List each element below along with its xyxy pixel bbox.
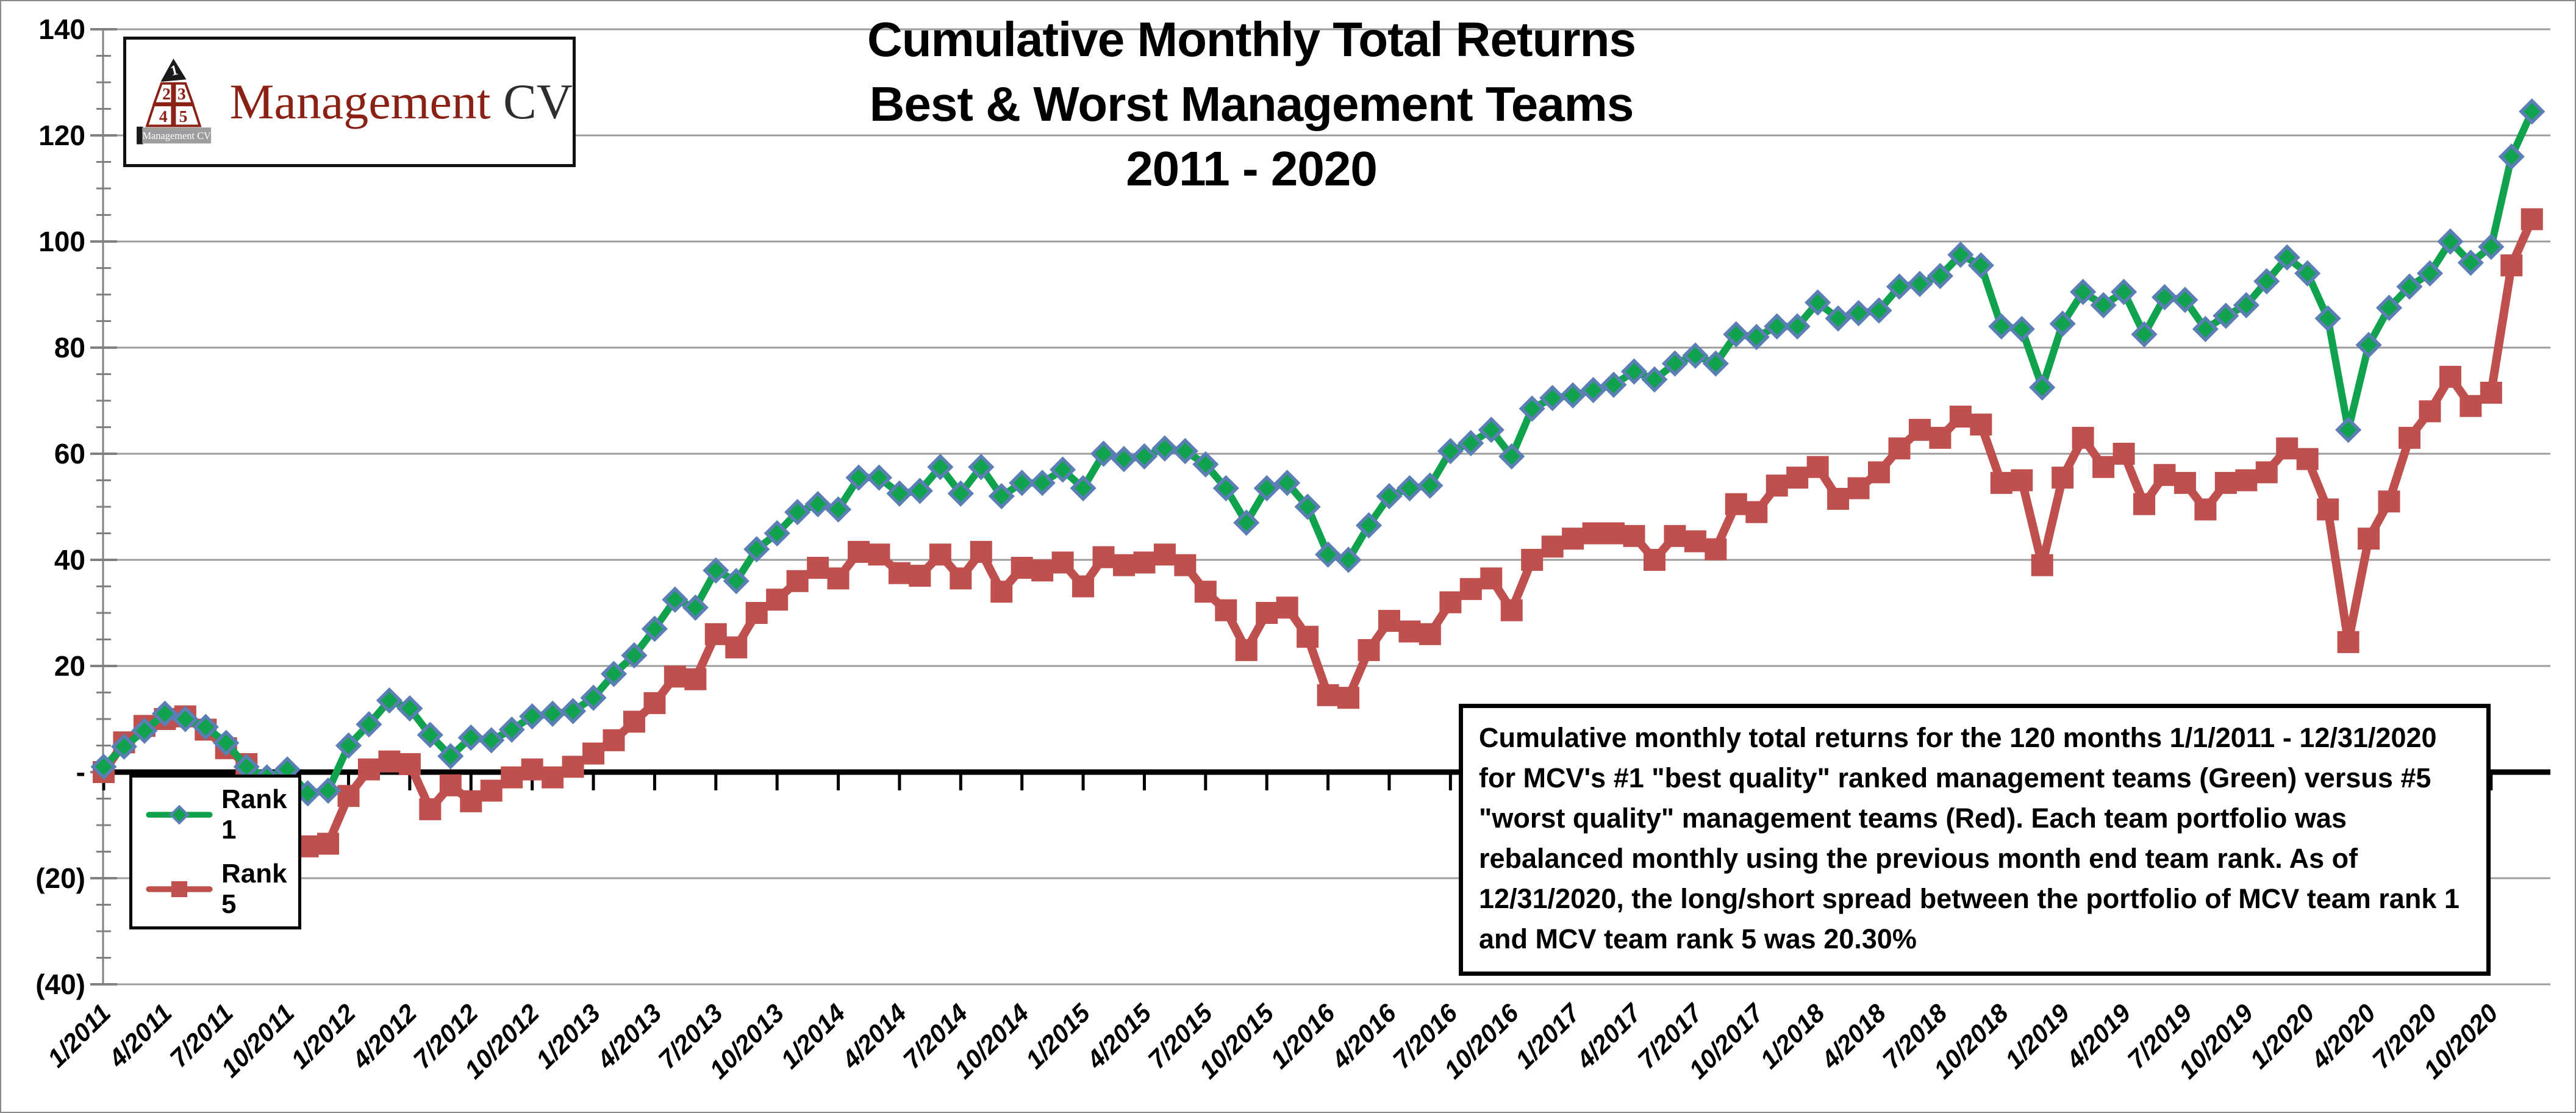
svg-text:1/2012: 1/2012: [285, 998, 361, 1074]
svg-text:(20): (20): [35, 862, 85, 894]
svg-text:4/2020: 4/2020: [2305, 998, 2381, 1075]
logo-wordmark-management: Management: [229, 74, 491, 129]
svg-text:2: 2: [162, 84, 171, 103]
logo-pyramid-icon: 1 2 3 4 5 Management CV: [137, 59, 212, 145]
svg-text:120: 120: [38, 120, 85, 151]
svg-text:4/2014: 4/2014: [836, 998, 912, 1075]
svg-text:100: 100: [38, 226, 85, 257]
svg-text:80: 80: [54, 332, 85, 363]
svg-text:1/2016: 1/2016: [1265, 998, 1341, 1075]
legend: Rank 1 Rank 5: [129, 775, 301, 929]
svg-text:140: 140: [38, 13, 85, 45]
rank5-line-marker-icon: [146, 881, 213, 898]
svg-text:4/2013: 4/2013: [591, 998, 667, 1075]
pyramid-top-1: [160, 59, 187, 82]
svg-text:60: 60: [54, 438, 85, 470]
svg-text:40: 40: [54, 544, 85, 576]
legend-entry-rank5: Rank 5: [146, 859, 298, 920]
svg-text:1/2017: 1/2017: [1509, 998, 1586, 1074]
chart-title-line3: 2011 - 2020: [1126, 141, 1378, 196]
svg-text:4/2019: 4/2019: [2060, 998, 2136, 1075]
svg-text:4/2017: 4/2017: [1570, 998, 1647, 1075]
svg-text:1/2015: 1/2015: [1020, 998, 1096, 1075]
chart-title-line2: Best & Worst Management Teams: [869, 77, 1634, 131]
logo-banner-text: Management CV: [142, 130, 211, 141]
svg-text:4/2011: 4/2011: [102, 998, 177, 1073]
svg-text:4/2018: 4/2018: [1816, 998, 1892, 1075]
legend-entry-rank1: Rank 1: [146, 784, 298, 845]
chart-title-line1: Cumulative Monthly Total Returns: [867, 12, 1636, 66]
svg-text:20: 20: [54, 650, 85, 682]
svg-text:1/2011: 1/2011: [41, 998, 116, 1073]
logo-wordmark: Management CV: [230, 73, 573, 131]
svg-text:1/2020: 1/2020: [2244, 998, 2320, 1074]
legend-label-rank5: Rank 5: [221, 859, 287, 919]
svg-text:1/2018: 1/2018: [1755, 998, 1831, 1075]
svg-text:4/2015: 4/2015: [1081, 998, 1157, 1075]
svg-text:4/2012: 4/2012: [346, 998, 422, 1075]
svg-text:-: -: [76, 756, 85, 788]
svg-text:4/2016: 4/2016: [1326, 998, 1402, 1075]
svg-text:1/2014: 1/2014: [775, 998, 851, 1074]
svg-text:3: 3: [177, 84, 186, 103]
managementcv-logo: 1 2 3 4 5 Management CV Management CV: [123, 37, 576, 167]
svg-text:5: 5: [179, 107, 188, 126]
legend-label-rank1: Rank 1: [221, 784, 287, 845]
svg-text:(40): (40): [35, 968, 85, 1000]
annotation-textbox: Cumulative monthly total returns for the…: [1459, 704, 2491, 976]
annotation-text: Cumulative monthly total returns for the…: [1479, 722, 2460, 954]
logo-wordmark-cv: CV: [503, 74, 573, 129]
svg-text:4: 4: [159, 107, 168, 126]
rank1-line-marker-icon: [146, 804, 213, 825]
svg-text:1/2013: 1/2013: [530, 998, 606, 1074]
chart-title: Cumulative Monthly Total Returns Best & …: [703, 7, 1800, 201]
svg-text:1/2019: 1/2019: [1999, 998, 2075, 1075]
